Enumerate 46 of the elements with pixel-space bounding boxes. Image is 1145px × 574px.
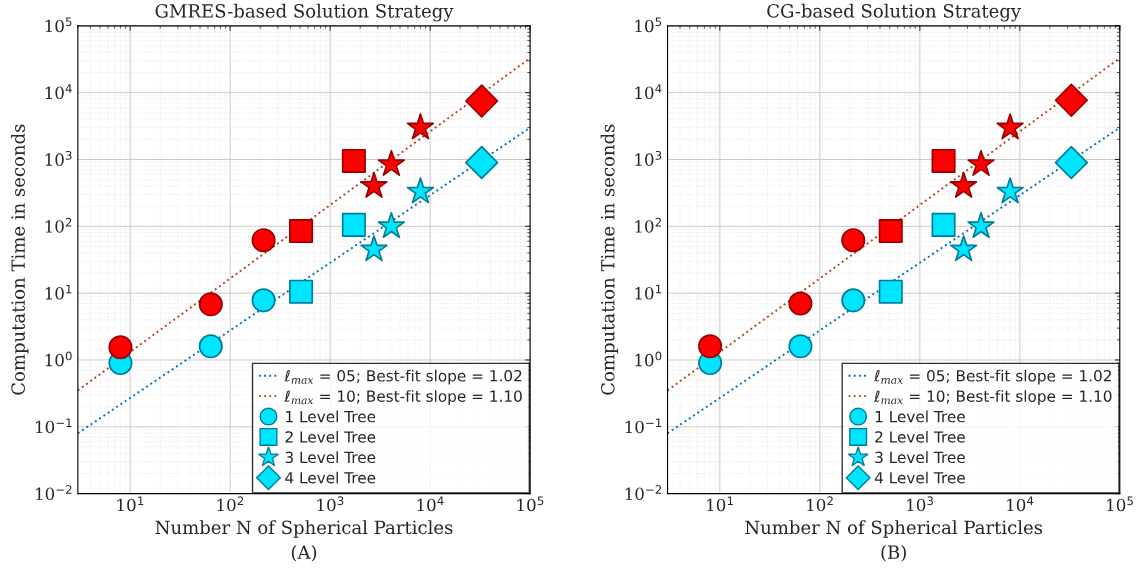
legend-label: ℓ$_{max}$ = 05; Best-fit slope = 1.02	[873, 369, 1111, 385]
x-tick-label: 10$^{2}$	[807, 496, 833, 512]
legend-label: 2 Level Tree	[875, 430, 965, 443]
legend-label: 2 Level Tree	[285, 430, 376, 443]
y-tick-label: 10$^{2}$	[45, 217, 72, 233]
y-tick-label: 10$^{−2}$	[36, 485, 72, 501]
y-tick-label: 10$^{0}$	[45, 351, 72, 367]
y-tick-label: 10$^{4}$	[45, 84, 72, 100]
y-tick-label: 10$^{−2}$	[625, 485, 662, 501]
y-tick-label: 10$^{5}$	[45, 17, 72, 33]
legend-label: ℓ$_{max}$ = 10; Best-fit slope = 1.10	[284, 390, 522, 405]
legend-label: ℓ$_{max}$ = 05; Best-fit slope = 1.02	[284, 369, 522, 385]
y-tick-label: 10$^{3}$	[45, 150, 72, 166]
x-tick-label: 10$^{1}$	[117, 496, 144, 512]
x-tick-label: 10$^{5}$	[517, 496, 544, 512]
y-tick-label: 10$^{−1}$	[625, 418, 662, 434]
chart-title: GMRES-based Solution Strategy	[155, 3, 454, 22]
x-tick-label: 10$^{2}$	[217, 496, 244, 512]
x-tick-label: 10$^{3}$	[907, 496, 933, 512]
y-axis-title: Computation Time in seconds	[10, 124, 29, 395]
x-axis-title: Number N of Spherical Particles	[155, 520, 453, 538]
text: (B)	[881, 545, 906, 562]
y-tick-label: 10$^{4}$	[635, 84, 662, 100]
y-tick-label: 10$^{0}$	[635, 351, 662, 367]
y-tick-label: 10$^{1}$	[635, 284, 662, 300]
legend-label: 1 Level Tree	[286, 410, 376, 423]
y-axis-title: Computation Time in seconds	[600, 124, 619, 395]
y-tick-label: 10$^{2}$	[635, 217, 661, 233]
x-tick-label: 10$^{4}$	[1007, 496, 1034, 512]
legend-label: 3 Level Tree	[875, 451, 965, 464]
x-axis-title: Number N of Spherical Particles	[745, 520, 1043, 538]
y-tick-label: 10$^{1}$	[45, 284, 72, 300]
legend-label: 1 Level Tree	[875, 410, 965, 423]
x-tick-label: 10$^{1}$	[707, 496, 733, 512]
x-tick-label: 10$^{5}$	[1107, 496, 1133, 512]
x-tick-label: 10$^{4}$	[417, 496, 444, 512]
legend-label: 4 Level Tree	[874, 471, 965, 484]
y-tick-label: 10$^{3}$	[635, 150, 662, 166]
text: (A)	[291, 545, 317, 562]
y-tick-label: 10$^{5}$	[635, 17, 662, 33]
x-tick-label: 10$^{3}$	[317, 496, 344, 512]
legend-label: 4 Level Tree	[285, 471, 376, 484]
legend-label: 3 Level Tree	[285, 451, 376, 464]
legend-label: ℓ$_{max}$ = 10; Best-fit slope = 1.10	[873, 390, 1112, 405]
y-tick-label: 10$^{−1}$	[36, 418, 72, 434]
chart-title: CG-based Solution Strategy	[767, 3, 1022, 22]
